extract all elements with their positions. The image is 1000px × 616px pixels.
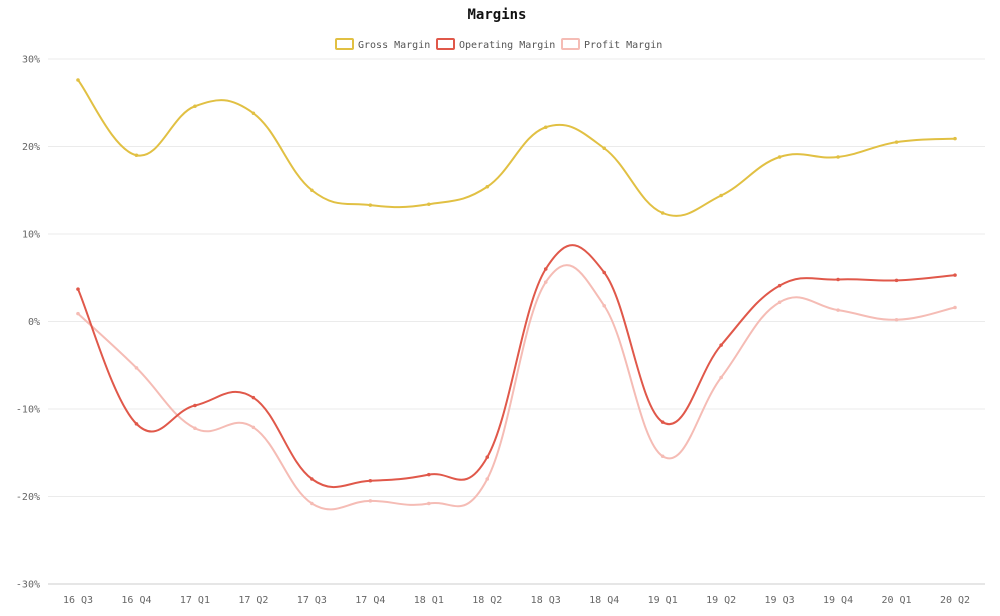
legend-label: Profit Margin [584, 40, 662, 51]
data-point-profit-margin[interactable] [251, 425, 256, 430]
data-point-gross-margin[interactable] [310, 188, 314, 193]
x-tick-label: 17 Q1 [180, 595, 210, 606]
data-point-gross-margin[interactable] [953, 136, 957, 141]
series-line-gross-margin [77, 79, 956, 217]
data-point-gross-margin[interactable] [485, 184, 490, 189]
data-point-profit-margin[interactable] [193, 426, 197, 431]
legend-swatch [561, 38, 580, 50]
data-point-profit-margin[interactable] [76, 311, 80, 316]
data-point-gross-margin[interactable] [836, 155, 840, 159]
data-point-gross-margin[interactable] [76, 78, 80, 82]
data-point-profit-margin[interactable] [485, 477, 490, 481]
y-tick-label: 10% [22, 230, 40, 241]
x-tick-label: 17 Q2 [238, 595, 268, 606]
x-tick-label: 18 Q2 [472, 595, 502, 606]
x-tick-label: 19 Q1 [648, 595, 678, 606]
data-point-operating-margin[interactable] [777, 283, 782, 288]
data-point-operating-margin[interactable] [836, 277, 840, 282]
legend-item-profit-margin[interactable]: Profit Margin [561, 38, 662, 51]
legend-item-gross-margin[interactable]: Gross Margin [335, 38, 430, 51]
y-tick-label: -30% [16, 580, 40, 591]
x-tick-label: 18 Q3 [531, 595, 561, 606]
x-tick-label: 17 Q3 [297, 595, 327, 606]
series-profit-margin [76, 264, 957, 511]
data-point-operating-margin[interactable] [602, 270, 606, 275]
y-tick-label: -20% [16, 492, 40, 503]
x-tick-label: 20 Q1 [881, 595, 911, 606]
legend: Gross Margin Operating Margin Profit Margi… [335, 38, 662, 51]
data-point-gross-margin[interactable] [894, 140, 899, 144]
data-point-profit-margin[interactable] [134, 366, 139, 370]
data-point-profit-margin[interactable] [953, 305, 957, 310]
data-point-profit-margin[interactable] [777, 300, 782, 305]
x-tick-label: 16 Q4 [121, 595, 151, 606]
data-point-profit-margin[interactable] [602, 303, 606, 308]
data-point-operating-margin[interactable] [543, 267, 548, 271]
data-point-operating-margin[interactable] [660, 420, 665, 424]
series-line-profit-margin [77, 264, 956, 511]
data-point-profit-margin[interactable] [836, 308, 840, 312]
x-tick-label: 19 Q2 [706, 595, 736, 606]
data-point-profit-margin[interactable] [894, 317, 899, 322]
data-point-profit-margin[interactable] [427, 501, 431, 506]
data-point-profit-margin[interactable] [660, 454, 665, 459]
data-point-operating-margin[interactable] [134, 422, 139, 426]
data-point-gross-margin[interactable] [777, 155, 782, 159]
data-point-gross-margin[interactable] [251, 111, 256, 116]
data-point-profit-margin[interactable] [368, 499, 373, 503]
series-gross-margin [76, 78, 957, 217]
series-line-operating-margin [77, 244, 956, 489]
x-tick-label: 20 Q2 [940, 595, 970, 606]
data-point-profit-margin[interactable] [310, 501, 314, 506]
legend-swatch [335, 38, 354, 50]
data-point-operating-margin[interactable] [76, 287, 80, 291]
y-tick-label: 20% [22, 142, 40, 153]
data-point-operating-margin[interactable] [193, 403, 197, 408]
data-point-profit-margin[interactable] [543, 280, 548, 284]
legend-label: Gross Margin [358, 40, 430, 51]
x-tick-label: 17 Q4 [355, 595, 385, 606]
chart-title: Margins [467, 7, 526, 23]
data-point-gross-margin[interactable] [193, 104, 197, 109]
grid-layer [48, 58, 985, 585]
x-tick-label: 18 Q4 [589, 595, 619, 606]
series-operating-margin [76, 244, 957, 489]
y-tick-label: 30% [22, 55, 40, 66]
data-point-operating-margin[interactable] [251, 395, 256, 400]
data-point-gross-margin[interactable] [602, 146, 606, 151]
data-point-operating-margin[interactable] [953, 273, 957, 277]
data-point-operating-margin[interactable] [310, 477, 314, 481]
data-point-gross-margin[interactable] [368, 203, 373, 207]
data-point-operating-margin[interactable] [894, 278, 899, 283]
data-point-operating-margin[interactable] [427, 472, 431, 477]
data-point-operating-margin[interactable] [719, 343, 723, 347]
x-tick-label: 18 Q1 [414, 595, 444, 606]
y-tick-label: -10% [16, 405, 40, 416]
data-point-profit-margin[interactable] [719, 375, 723, 380]
series-layer [76, 78, 957, 511]
data-point-operating-margin[interactable] [485, 455, 490, 459]
data-point-gross-margin[interactable] [719, 193, 723, 198]
data-point-gross-margin[interactable] [660, 211, 665, 215]
legend-item-operating-margin[interactable]: Operating Margin [436, 38, 555, 51]
legend-swatch [436, 38, 455, 50]
data-point-operating-margin[interactable] [368, 478, 373, 483]
x-tick-label: 19 Q4 [823, 595, 853, 606]
x-tick-label: 16 Q3 [63, 595, 93, 606]
x-axis: 16 Q3 16 Q4 17 Q1 17 Q2 17 Q3 17 Q4 18 Q1 18 Q2… [63, 595, 970, 606]
legend-label: Operating Margin [459, 40, 555, 51]
y-tick-label: 0% [28, 317, 40, 328]
x-tick-label: 19 Q3 [765, 595, 795, 606]
data-point-gross-margin[interactable] [134, 153, 139, 158]
data-point-gross-margin[interactable] [543, 125, 548, 130]
data-point-gross-margin[interactable] [427, 202, 431, 207]
y-axis: 30% 20% 10% 0% -10% -20% -30% [16, 55, 40, 591]
